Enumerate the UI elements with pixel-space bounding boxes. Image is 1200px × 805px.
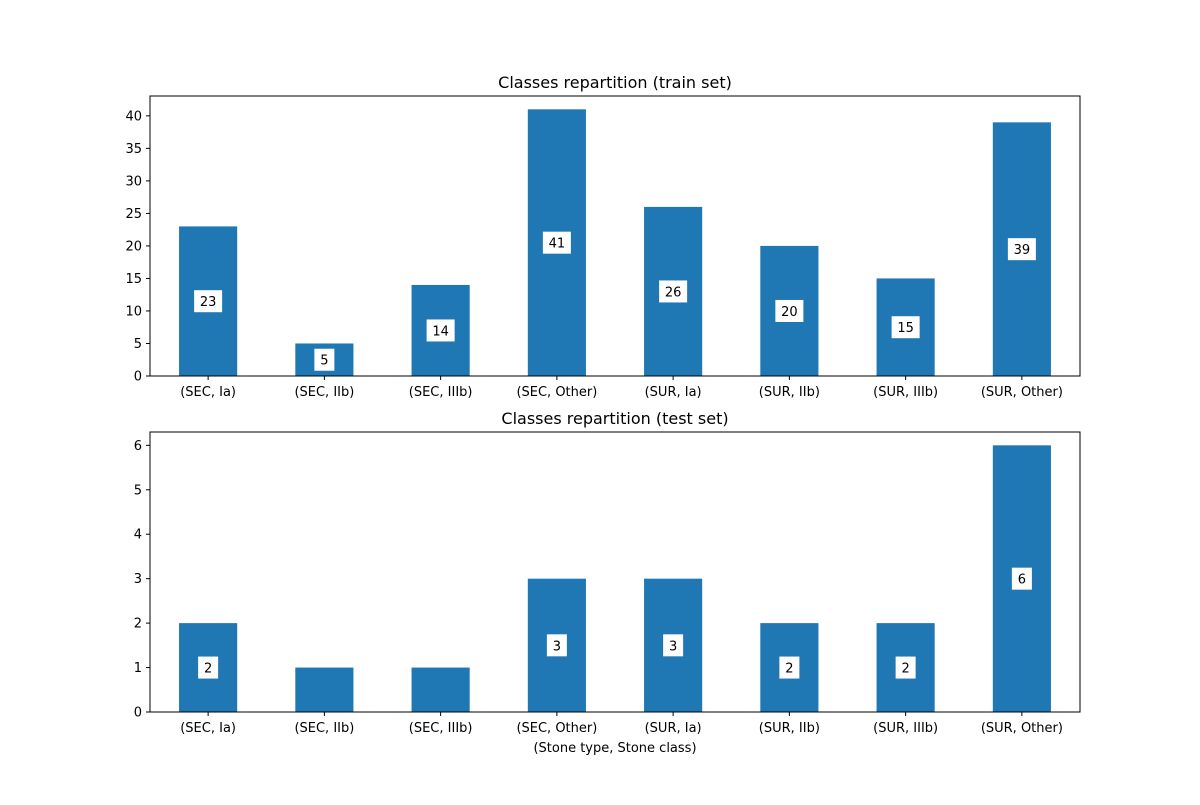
train-x-axis: (SEC, Ia) (SEC, IIb) (SEC, IIIb) (SEC, Othe…	[180, 376, 1063, 400]
test-data-label-box	[198, 656, 219, 679]
test-x-axis: (SEC, Ia) (SEC, IIb) (SEC, IIIb) (SEC, Othe…	[180, 712, 1063, 736]
train-y-tick-label: 10	[125, 304, 142, 319]
test-x-tick-label: (SUR, IIIb)	[873, 721, 938, 736]
train-data-label: 23	[200, 295, 217, 310]
test-data-label: 6	[1018, 573, 1026, 588]
train-data-label: 14	[432, 324, 449, 339]
test-data-label: 2	[901, 662, 909, 677]
train-x-tick-label: (SEC, Ia)	[180, 385, 236, 400]
train-y-tick-label: 25	[125, 207, 142, 222]
test-data-label: 2	[204, 662, 212, 677]
train-y-axis: 0 5 10 15 20 25 30 35 40	[125, 109, 150, 385]
test-y-tick-label: 2	[134, 617, 142, 632]
test-data-label: 3	[553, 639, 561, 654]
train-data-label: 39	[1014, 243, 1031, 258]
test-data-label: 3	[669, 639, 677, 654]
train-x-tick-label: (SUR, IIb)	[759, 385, 820, 400]
train-data-label-box	[775, 299, 804, 322]
train-x-tick-label: (SUR, IIIb)	[873, 385, 938, 400]
test-x-tick-label: (SEC, IIIb)	[409, 721, 473, 736]
test-data-label-box	[1011, 567, 1032, 590]
train-y-tick-label: 15	[125, 272, 142, 287]
train-x-tick-label: (SEC, IIb)	[294, 385, 354, 400]
test-data-label-box	[546, 634, 567, 657]
test-y-tick-label: 0	[134, 706, 142, 721]
train-x-tick-label: (SUR, Ia)	[645, 385, 702, 400]
train-data-label: 20	[781, 305, 798, 320]
train-y-tick-label: 20	[125, 239, 142, 254]
test-data-label-box	[895, 656, 916, 679]
train-x-tick-label: (SEC, IIIb)	[409, 385, 473, 400]
test-y-tick-label: 5	[134, 483, 142, 498]
test-data-label: 2	[785, 662, 793, 677]
train-y-tick-label: 30	[125, 174, 142, 189]
train-chart-panel: Classes repartition (train set) 23514412…	[125, 73, 1081, 400]
test-y-tick-label: 1	[134, 661, 142, 676]
train-data-labels: 23 5 14 41 26 20 15 39	[194, 231, 1036, 371]
test-x-tick-label: (SUR, Other)	[981, 721, 1063, 736]
train-data-label: 41	[549, 237, 566, 252]
test-x-tick-label: (SUR, IIb)	[759, 721, 820, 736]
test-bar-sec-iiib	[411, 667, 470, 712]
test-x-tick-label: (SUR, Ia)	[645, 721, 702, 736]
train-data-label: 26	[665, 285, 682, 300]
train-x-tick-label: (SEC, Other)	[516, 385, 597, 400]
test-chart-panel: Classes repartition (test set) 2 3 3 2 2 6 0 1…	[134, 409, 1081, 756]
train-y-tick-label: 35	[125, 142, 142, 157]
test-data-labels: 2 3 3 2 2 6	[198, 567, 1032, 679]
train-chart-title: Classes repartition (train set)	[498, 73, 732, 92]
train-y-tick-label: 5	[134, 337, 142, 352]
test-x-tick-label: (SEC, Ia)	[180, 721, 236, 736]
train-data-label-box	[426, 319, 455, 342]
test-x-tick-label: (SEC, Other)	[516, 721, 597, 736]
train-data-label-box	[314, 348, 335, 371]
train-y-tick-label: 40	[125, 109, 142, 124]
train-data-label-box	[194, 290, 223, 313]
test-y-axis: 0 1 2 3 4 5 6	[134, 439, 150, 721]
train-data-label-box	[891, 316, 920, 339]
test-y-tick-label: 6	[134, 439, 142, 454]
test-x-axis-label: (Stone type, Stone class)	[533, 741, 696, 756]
train-bars	[179, 109, 1051, 376]
train-data-label-box	[1007, 238, 1036, 261]
test-data-label-box	[663, 634, 684, 657]
test-data-label-box	[779, 656, 800, 679]
test-x-tick-label: (SEC, IIb)	[294, 721, 354, 736]
test-plot-frame	[149, 431, 1081, 713]
train-data-label: 15	[897, 321, 914, 336]
train-data-label-box	[542, 231, 571, 254]
test-y-tick-label: 4	[134, 528, 142, 543]
train-data-label: 5	[320, 354, 328, 369]
train-x-tick-label: (SUR, Other)	[981, 385, 1063, 400]
train-plot-frame	[149, 95, 1081, 377]
train-y-tick-label: 0	[134, 370, 142, 385]
test-y-tick-label: 3	[134, 572, 142, 587]
test-chart-title: Classes repartition (test set)	[501, 409, 728, 428]
test-bar-sec-iib	[295, 667, 354, 712]
train-data-label-box	[659, 280, 688, 303]
